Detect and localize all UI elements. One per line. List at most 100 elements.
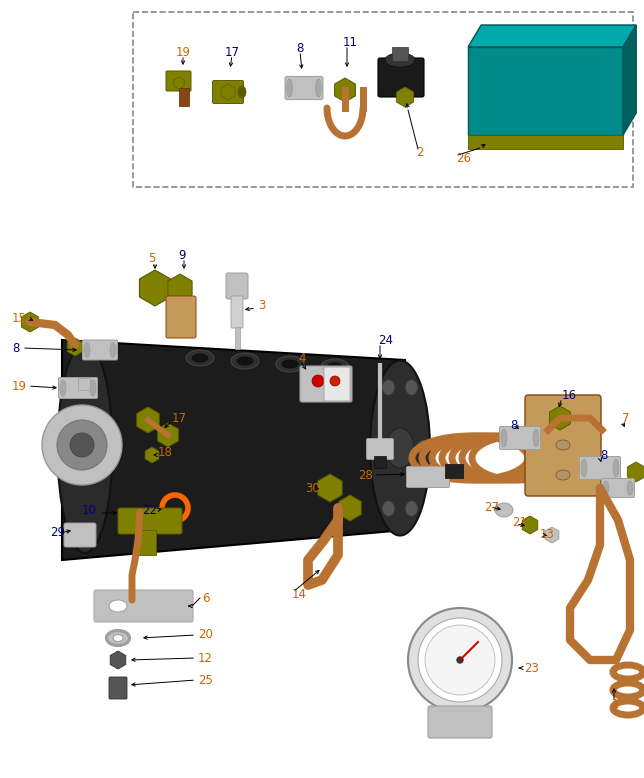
Bar — [179, 88, 189, 106]
FancyBboxPatch shape — [94, 590, 193, 622]
FancyBboxPatch shape — [500, 426, 540, 450]
FancyBboxPatch shape — [82, 340, 117, 360]
Ellipse shape — [109, 600, 127, 612]
Text: 6: 6 — [202, 591, 209, 605]
Bar — [468, 135, 623, 149]
Text: 25: 25 — [198, 674, 213, 686]
Ellipse shape — [386, 428, 414, 468]
FancyBboxPatch shape — [525, 395, 601, 496]
Text: 4: 4 — [298, 352, 305, 365]
Text: 5: 5 — [148, 251, 155, 265]
Ellipse shape — [581, 459, 587, 477]
Ellipse shape — [238, 86, 246, 98]
Text: 2: 2 — [416, 145, 424, 159]
Text: 22: 22 — [142, 503, 157, 517]
Ellipse shape — [113, 635, 123, 642]
FancyBboxPatch shape — [118, 508, 182, 534]
Bar — [445, 464, 463, 478]
Ellipse shape — [533, 429, 539, 447]
Bar — [138, 530, 156, 555]
Ellipse shape — [281, 359, 299, 369]
FancyBboxPatch shape — [580, 457, 621, 479]
Polygon shape — [62, 340, 405, 560]
Ellipse shape — [287, 79, 292, 97]
Circle shape — [408, 608, 512, 712]
Ellipse shape — [495, 503, 513, 517]
FancyBboxPatch shape — [166, 296, 196, 338]
Bar — [78, 378, 90, 390]
Circle shape — [418, 618, 502, 702]
Text: 13: 13 — [540, 527, 555, 541]
Text: 9: 9 — [178, 248, 185, 261]
Circle shape — [330, 376, 340, 386]
Text: 3: 3 — [258, 299, 265, 311]
Ellipse shape — [110, 342, 116, 358]
Ellipse shape — [191, 353, 209, 363]
Bar — [468, 47, 623, 135]
Bar — [374, 456, 386, 468]
Circle shape — [457, 657, 463, 663]
FancyBboxPatch shape — [428, 706, 492, 738]
Bar — [392, 47, 408, 61]
Ellipse shape — [556, 440, 570, 450]
FancyBboxPatch shape — [601, 478, 634, 497]
Bar — [235, 327, 240, 349]
FancyBboxPatch shape — [300, 366, 352, 402]
Text: 8: 8 — [296, 41, 303, 54]
Text: 12: 12 — [198, 651, 213, 664]
Ellipse shape — [406, 501, 417, 516]
Text: 21: 21 — [512, 517, 527, 530]
Text: 26: 26 — [456, 152, 471, 164]
Circle shape — [57, 420, 107, 470]
Ellipse shape — [321, 359, 349, 375]
Ellipse shape — [627, 481, 633, 496]
Ellipse shape — [370, 360, 430, 535]
Text: 8: 8 — [12, 342, 19, 355]
Text: 7: 7 — [622, 412, 629, 425]
FancyBboxPatch shape — [109, 677, 127, 699]
Text: 20: 20 — [198, 629, 213, 642]
Ellipse shape — [107, 631, 129, 645]
Ellipse shape — [385, 53, 415, 67]
Text: 18: 18 — [158, 446, 173, 458]
Text: 14: 14 — [292, 588, 307, 601]
Ellipse shape — [276, 356, 304, 372]
Text: 19: 19 — [12, 380, 27, 392]
FancyBboxPatch shape — [213, 80, 243, 103]
Text: 30: 30 — [305, 482, 320, 495]
Ellipse shape — [57, 343, 113, 553]
Circle shape — [312, 375, 324, 387]
FancyBboxPatch shape — [324, 367, 350, 401]
Ellipse shape — [90, 380, 96, 396]
Ellipse shape — [556, 470, 570, 480]
Circle shape — [425, 625, 495, 695]
Text: 19: 19 — [176, 45, 191, 58]
Bar — [133, 12, 633, 187]
Text: 11: 11 — [343, 36, 358, 48]
Text: 29: 29 — [50, 527, 65, 539]
Text: 23: 23 — [524, 661, 539, 675]
Ellipse shape — [186, 350, 214, 366]
Text: 16: 16 — [562, 388, 577, 401]
Ellipse shape — [383, 501, 394, 516]
FancyBboxPatch shape — [166, 71, 191, 91]
Polygon shape — [468, 25, 636, 47]
Circle shape — [70, 433, 94, 457]
Text: 10: 10 — [82, 503, 97, 517]
Text: 17: 17 — [225, 45, 240, 58]
Ellipse shape — [417, 440, 429, 455]
Ellipse shape — [556, 410, 570, 420]
FancyBboxPatch shape — [226, 273, 248, 299]
Ellipse shape — [236, 356, 254, 366]
Ellipse shape — [326, 362, 344, 372]
Polygon shape — [623, 25, 636, 135]
Circle shape — [42, 405, 122, 485]
Text: 24: 24 — [378, 334, 393, 346]
FancyBboxPatch shape — [366, 439, 393, 460]
Ellipse shape — [406, 380, 417, 395]
FancyBboxPatch shape — [285, 76, 323, 100]
Ellipse shape — [231, 353, 259, 369]
Ellipse shape — [316, 79, 321, 97]
Text: 27: 27 — [484, 500, 499, 513]
Ellipse shape — [84, 342, 90, 358]
